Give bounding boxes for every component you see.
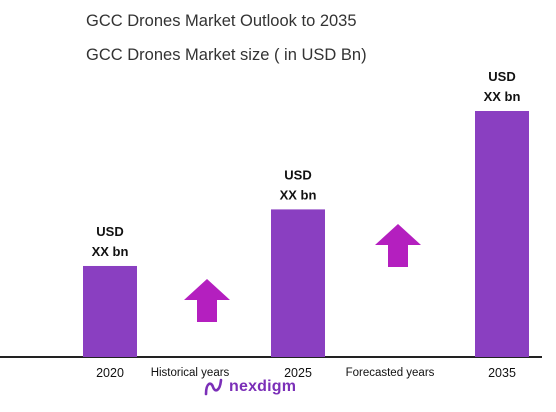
bar-label-currency: USD [96,224,123,239]
chart-title: GCC Drones Market Outlook to 2035 [86,12,357,30]
bar-label-value: XX bn [280,187,317,202]
bar-label-currency: USD [284,167,311,182]
period-label: Forecasted years [346,367,435,379]
chart-subtitle: GCC Drones Market size ( in USD Bn) [86,46,367,64]
x-tick-label: 2020 [96,366,124,380]
bar-2020 [83,265,137,357]
brand-logo: nexdigm [203,377,296,397]
bar-label-value: XX bn [484,89,521,104]
bar-label-currency: USD [488,69,515,84]
growth-arrow-icon [184,279,230,322]
bar-2025 [271,209,325,357]
growth-arrow-icon [375,224,421,267]
x-tick-label: 2025 [284,366,312,380]
brand-name: nexdigm [229,378,297,395]
bar-2035 [475,111,529,357]
bar-label-value: XX bn [92,244,129,259]
period-label: Historical years [151,367,230,379]
nexdigm-logo-icon [204,378,223,396]
x-tick-label: 2035 [488,366,516,380]
